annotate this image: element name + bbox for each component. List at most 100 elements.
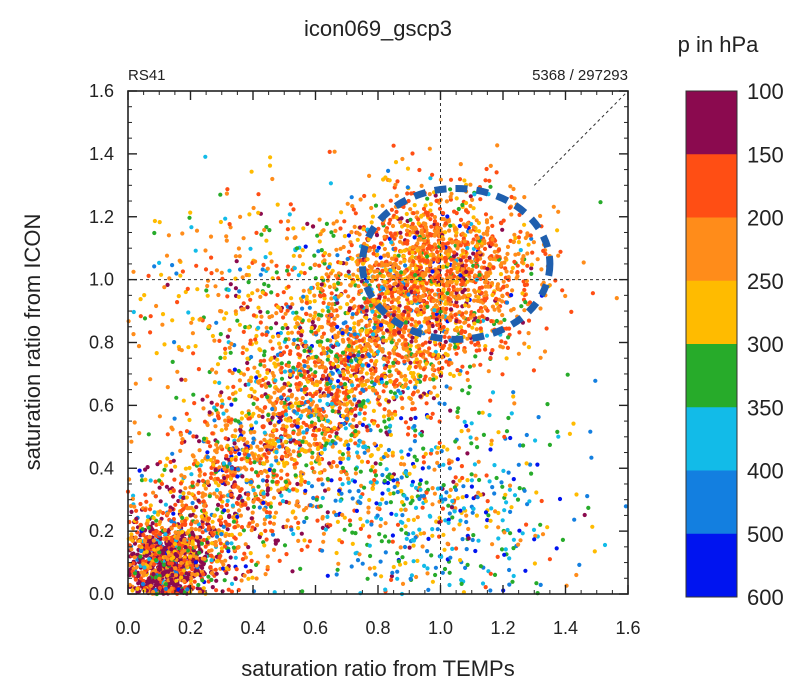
data-point — [286, 360, 291, 365]
data-point — [369, 522, 374, 527]
data-point — [372, 478, 377, 483]
data-point — [251, 440, 256, 445]
data-point — [270, 406, 275, 412]
data-point — [341, 372, 346, 377]
data-point — [299, 547, 304, 553]
data-point — [308, 313, 313, 318]
data-point — [201, 406, 206, 411]
data-point — [421, 293, 426, 298]
data-point — [494, 170, 499, 175]
data-point — [145, 514, 151, 519]
data-point — [176, 530, 181, 535]
data-point — [381, 414, 387, 419]
data-point — [437, 273, 442, 278]
data-point — [415, 288, 420, 293]
data-point — [482, 296, 487, 302]
data-point — [532, 561, 538, 566]
data-point — [342, 219, 347, 224]
data-point — [433, 565, 438, 570]
data-point — [421, 367, 426, 372]
data-point — [347, 518, 353, 523]
data-point — [400, 455, 405, 460]
data-point — [179, 571, 184, 576]
data-point — [569, 309, 574, 314]
data-point — [293, 401, 298, 406]
data-point — [205, 455, 210, 460]
data-point — [539, 267, 544, 272]
data-point — [372, 441, 377, 446]
data-point — [473, 273, 478, 278]
data-point — [197, 473, 202, 478]
data-point — [523, 300, 528, 305]
data-point — [316, 477, 321, 482]
data-point — [491, 265, 496, 270]
data-point — [449, 257, 454, 262]
data-point — [344, 472, 349, 477]
data-point — [447, 346, 452, 351]
data-point — [448, 187, 453, 192]
data-point — [477, 410, 482, 415]
data-point — [403, 524, 408, 529]
data-point — [380, 291, 385, 296]
data-point — [260, 414, 265, 419]
data-point — [133, 577, 138, 582]
data-point — [389, 340, 394, 345]
data-point — [522, 488, 527, 493]
data-point — [500, 313, 505, 318]
data-point — [392, 345, 397, 350]
data-point — [464, 200, 469, 206]
data-point — [234, 445, 239, 450]
data-point — [469, 441, 474, 446]
data-point — [190, 453, 195, 458]
data-point — [264, 478, 269, 484]
data-point — [238, 436, 243, 441]
data-point — [512, 232, 517, 237]
data-point — [366, 237, 371, 242]
data-point — [280, 454, 285, 459]
data-point — [509, 194, 514, 200]
data-point — [400, 513, 405, 518]
data-point — [475, 257, 480, 263]
data-point — [446, 517, 451, 522]
data-point — [129, 532, 134, 537]
data-point — [410, 230, 415, 235]
data-point — [248, 430, 254, 435]
data-point — [382, 246, 387, 252]
data-point — [187, 465, 192, 471]
data-point — [325, 573, 330, 578]
data-point — [483, 585, 488, 590]
data-point — [388, 423, 393, 428]
data-point — [372, 193, 377, 198]
data-point — [529, 236, 534, 241]
data-point — [474, 327, 479, 332]
data-point — [229, 417, 234, 422]
data-point — [397, 239, 403, 244]
data-point — [382, 407, 387, 412]
data-point — [479, 290, 484, 296]
data-point — [249, 480, 254, 485]
data-point — [214, 571, 219, 576]
data-point — [234, 567, 239, 572]
data-point — [142, 588, 147, 593]
data-point — [389, 300, 394, 305]
data-point — [477, 272, 482, 278]
data-point — [526, 345, 532, 350]
data-point — [209, 558, 214, 563]
data-point — [139, 478, 145, 483]
data-point — [173, 573, 179, 578]
data-point — [458, 558, 463, 563]
data-point — [345, 376, 350, 381]
data-point — [158, 499, 163, 504]
data-point — [190, 563, 195, 569]
data-point — [354, 432, 359, 437]
data-point — [398, 235, 403, 240]
data-point — [274, 458, 279, 463]
data-point — [152, 510, 157, 515]
data-point — [243, 564, 248, 569]
data-point — [423, 374, 428, 379]
data-point — [409, 495, 414, 500]
data-point — [413, 273, 418, 278]
data-point — [166, 569, 171, 575]
data-point — [331, 233, 336, 238]
data-point — [428, 208, 433, 213]
